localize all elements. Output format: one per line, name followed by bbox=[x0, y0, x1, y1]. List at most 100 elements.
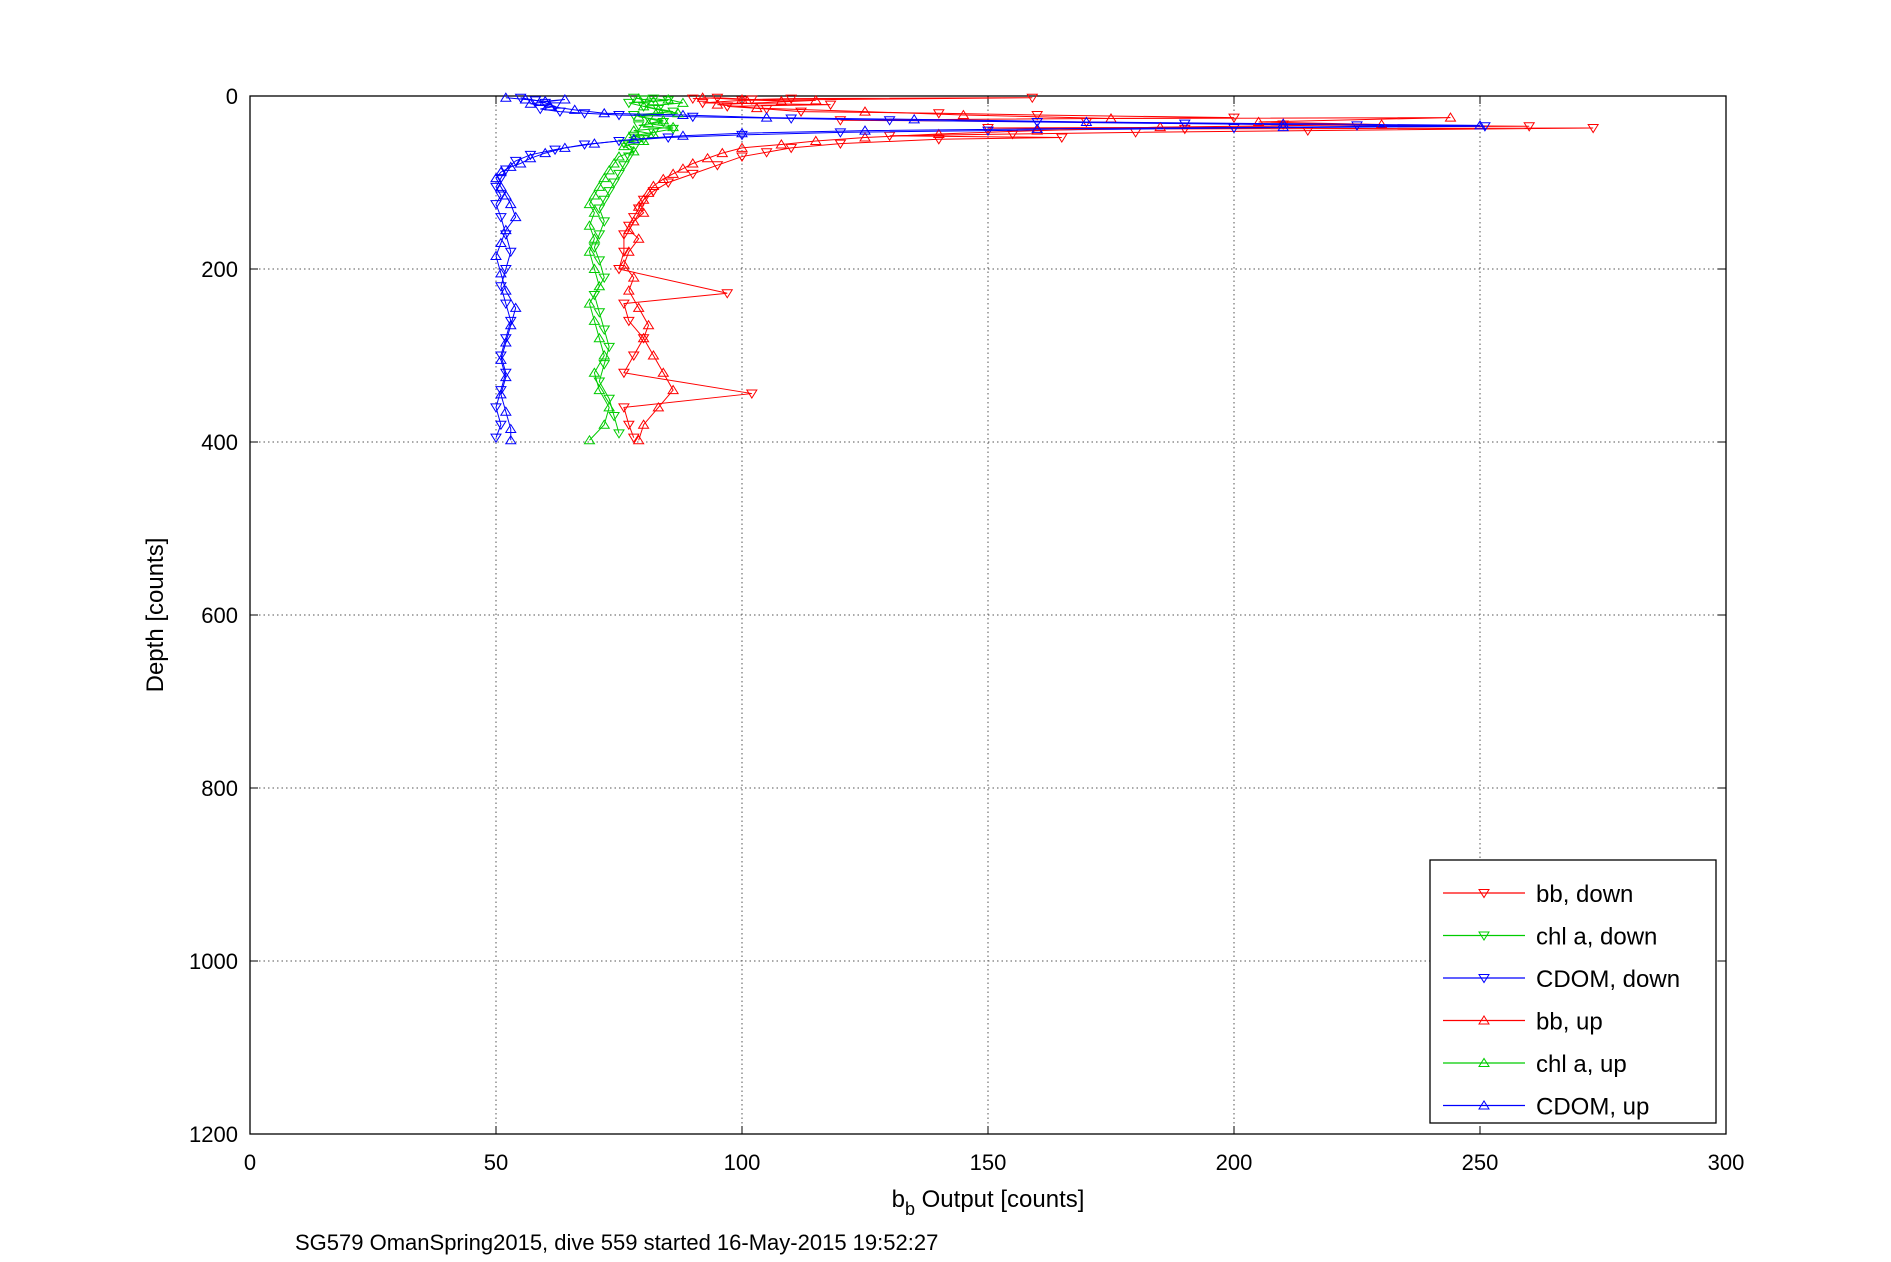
data-point bbox=[504, 247, 517, 258]
data-point bbox=[686, 158, 699, 168]
data-point bbox=[618, 230, 630, 240]
data-point bbox=[637, 334, 650, 344]
data-point bbox=[883, 116, 896, 126]
data-point bbox=[627, 272, 640, 282]
data-point bbox=[524, 152, 537, 163]
data-point bbox=[593, 230, 606, 240]
data-point bbox=[1479, 122, 1491, 132]
legend-marker bbox=[1478, 889, 1490, 899]
y-tick-label: 1200 bbox=[189, 1122, 238, 1147]
x-tick-label: 150 bbox=[970, 1150, 1007, 1175]
data-point bbox=[632, 233, 645, 243]
data-point bbox=[588, 138, 601, 148]
data-point bbox=[809, 135, 822, 145]
series-line bbox=[495, 97, 1485, 438]
data-point bbox=[568, 104, 581, 114]
data-point bbox=[711, 99, 724, 109]
data-point bbox=[834, 139, 847, 150]
data-point bbox=[622, 98, 635, 109]
x-axis-label: bb Output [counts] bbox=[892, 1186, 1085, 1219]
legend-label: CDOM, down bbox=[1536, 966, 1680, 993]
data-point bbox=[598, 217, 611, 227]
data-point bbox=[499, 406, 512, 416]
data-point bbox=[736, 94, 748, 104]
series-line bbox=[495, 97, 1481, 441]
data-point bbox=[598, 360, 611, 370]
data-point bbox=[588, 190, 601, 200]
data-point bbox=[667, 384, 680, 395]
data-point bbox=[618, 368, 630, 379]
data-point bbox=[632, 201, 645, 211]
data-point bbox=[627, 143, 640, 154]
data-point bbox=[637, 194, 650, 204]
data-point bbox=[1031, 123, 1044, 133]
data-point bbox=[509, 156, 522, 167]
legend-marker bbox=[1478, 931, 1490, 941]
data-point bbox=[1178, 124, 1191, 135]
legend-label: bb, down bbox=[1536, 881, 1633, 908]
data-point bbox=[667, 124, 680, 135]
data-point bbox=[647, 350, 660, 360]
data-point bbox=[622, 224, 635, 235]
data-point bbox=[859, 106, 871, 116]
data-point bbox=[750, 102, 763, 113]
data-point bbox=[588, 367, 601, 377]
data-point bbox=[583, 298, 596, 308]
data-point bbox=[1444, 112, 1457, 122]
x-axis-label-rest: Output [counts] bbox=[915, 1186, 1084, 1213]
data-point bbox=[544, 100, 557, 111]
data-point bbox=[593, 332, 606, 343]
data-point bbox=[982, 126, 994, 137]
data-point bbox=[637, 207, 650, 217]
legend-label: CDOM, up bbox=[1536, 1094, 1649, 1121]
data-point bbox=[598, 350, 611, 360]
data-point bbox=[637, 419, 650, 429]
data-point bbox=[622, 316, 635, 327]
data-point bbox=[1031, 111, 1044, 121]
data-point bbox=[524, 150, 537, 161]
data-point bbox=[677, 109, 689, 120]
y-tick-label: 600 bbox=[201, 603, 238, 628]
data-point bbox=[588, 290, 601, 301]
data-point bbox=[809, 94, 822, 105]
data-point bbox=[736, 152, 748, 162]
data-point bbox=[632, 93, 645, 103]
legend-box bbox=[1429, 859, 1717, 1124]
data-point bbox=[603, 187, 616, 197]
x-tick-label: 200 bbox=[1216, 1150, 1253, 1175]
data-point bbox=[642, 319, 655, 330]
data-point bbox=[495, 267, 507, 278]
legend-entry: bb, down bbox=[1443, 881, 1633, 908]
data-point bbox=[1031, 117, 1044, 128]
data-point bbox=[760, 104, 773, 115]
data-point bbox=[637, 332, 650, 343]
legend-marker bbox=[1478, 1100, 1490, 1110]
data-point bbox=[622, 285, 635, 295]
data-point bbox=[495, 282, 507, 292]
data-point bbox=[598, 195, 611, 206]
data-point bbox=[495, 351, 507, 361]
data-point bbox=[495, 386, 507, 396]
data-point bbox=[608, 412, 620, 422]
data-point bbox=[760, 112, 773, 122]
series-1 bbox=[588, 93, 680, 439]
data-point bbox=[632, 121, 645, 131]
data-point bbox=[785, 114, 798, 124]
data-point bbox=[982, 124, 994, 134]
legend-entry: bb, up bbox=[1443, 1009, 1603, 1036]
data-point bbox=[1080, 116, 1093, 126]
data-point bbox=[490, 182, 502, 193]
data-point bbox=[593, 280, 606, 291]
data-point bbox=[1026, 93, 1039, 104]
data-point bbox=[598, 273, 611, 284]
series-4 bbox=[583, 93, 689, 445]
data-point bbox=[558, 142, 571, 152]
data-point bbox=[622, 132, 635, 142]
data-point bbox=[736, 96, 748, 106]
data-point bbox=[490, 250, 502, 261]
data-point bbox=[647, 94, 660, 105]
data-point bbox=[775, 138, 788, 149]
data-point bbox=[499, 337, 512, 347]
data-point bbox=[618, 259, 630, 269]
